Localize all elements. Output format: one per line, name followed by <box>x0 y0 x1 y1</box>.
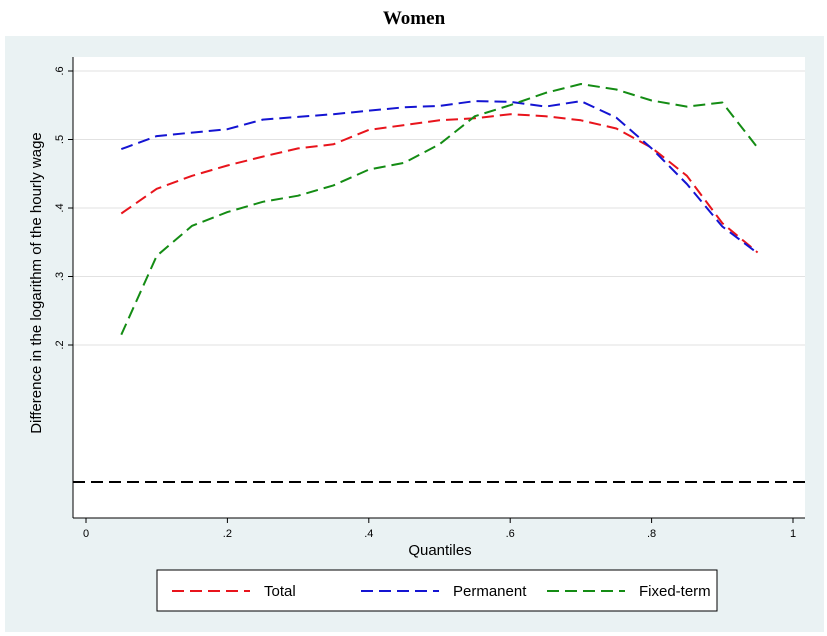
x-tick-label-3: .6 <box>506 528 515 540</box>
series-line-fixed-term <box>120 83 759 336</box>
legend: Total Permanent Fixed-term <box>172 583 711 600</box>
y-tick-label-1: .3 <box>54 272 66 281</box>
legend-label-fixed-term: Fixed-term <box>639 583 711 600</box>
series-line-permanent <box>120 100 759 254</box>
y-tick-label-4: .6 <box>54 66 66 75</box>
legend-label-total: Total <box>264 583 296 600</box>
x-tick-label-4: .8 <box>647 528 656 540</box>
y-tick-label-3: .5 <box>54 135 66 144</box>
y-axis-label: Difference in the logarithm of the hourl… <box>28 132 45 434</box>
legend-label-permanent: Permanent <box>453 583 527 600</box>
y-tick-label-2: .4 <box>54 203 66 212</box>
y-ticks: .2 .3 .4 .5 .6 <box>54 66 73 350</box>
grid <box>73 70 805 346</box>
series-group <box>120 83 759 336</box>
y-tick-label-0: .2 <box>54 340 66 349</box>
x-ticks: 0 .2 .4 .6 .8 1 <box>83 518 796 540</box>
chart-title: Women <box>383 8 446 29</box>
x-axis-label: Quantiles <box>408 542 471 559</box>
x-tick-label-5: 1 <box>790 528 796 540</box>
x-tick-label-1: .2 <box>223 528 232 540</box>
x-tick-label-2: .4 <box>364 528 373 540</box>
plot-area <box>73 57 805 518</box>
x-tick-label-0: 0 <box>83 528 89 540</box>
series-line-total <box>120 113 759 254</box>
